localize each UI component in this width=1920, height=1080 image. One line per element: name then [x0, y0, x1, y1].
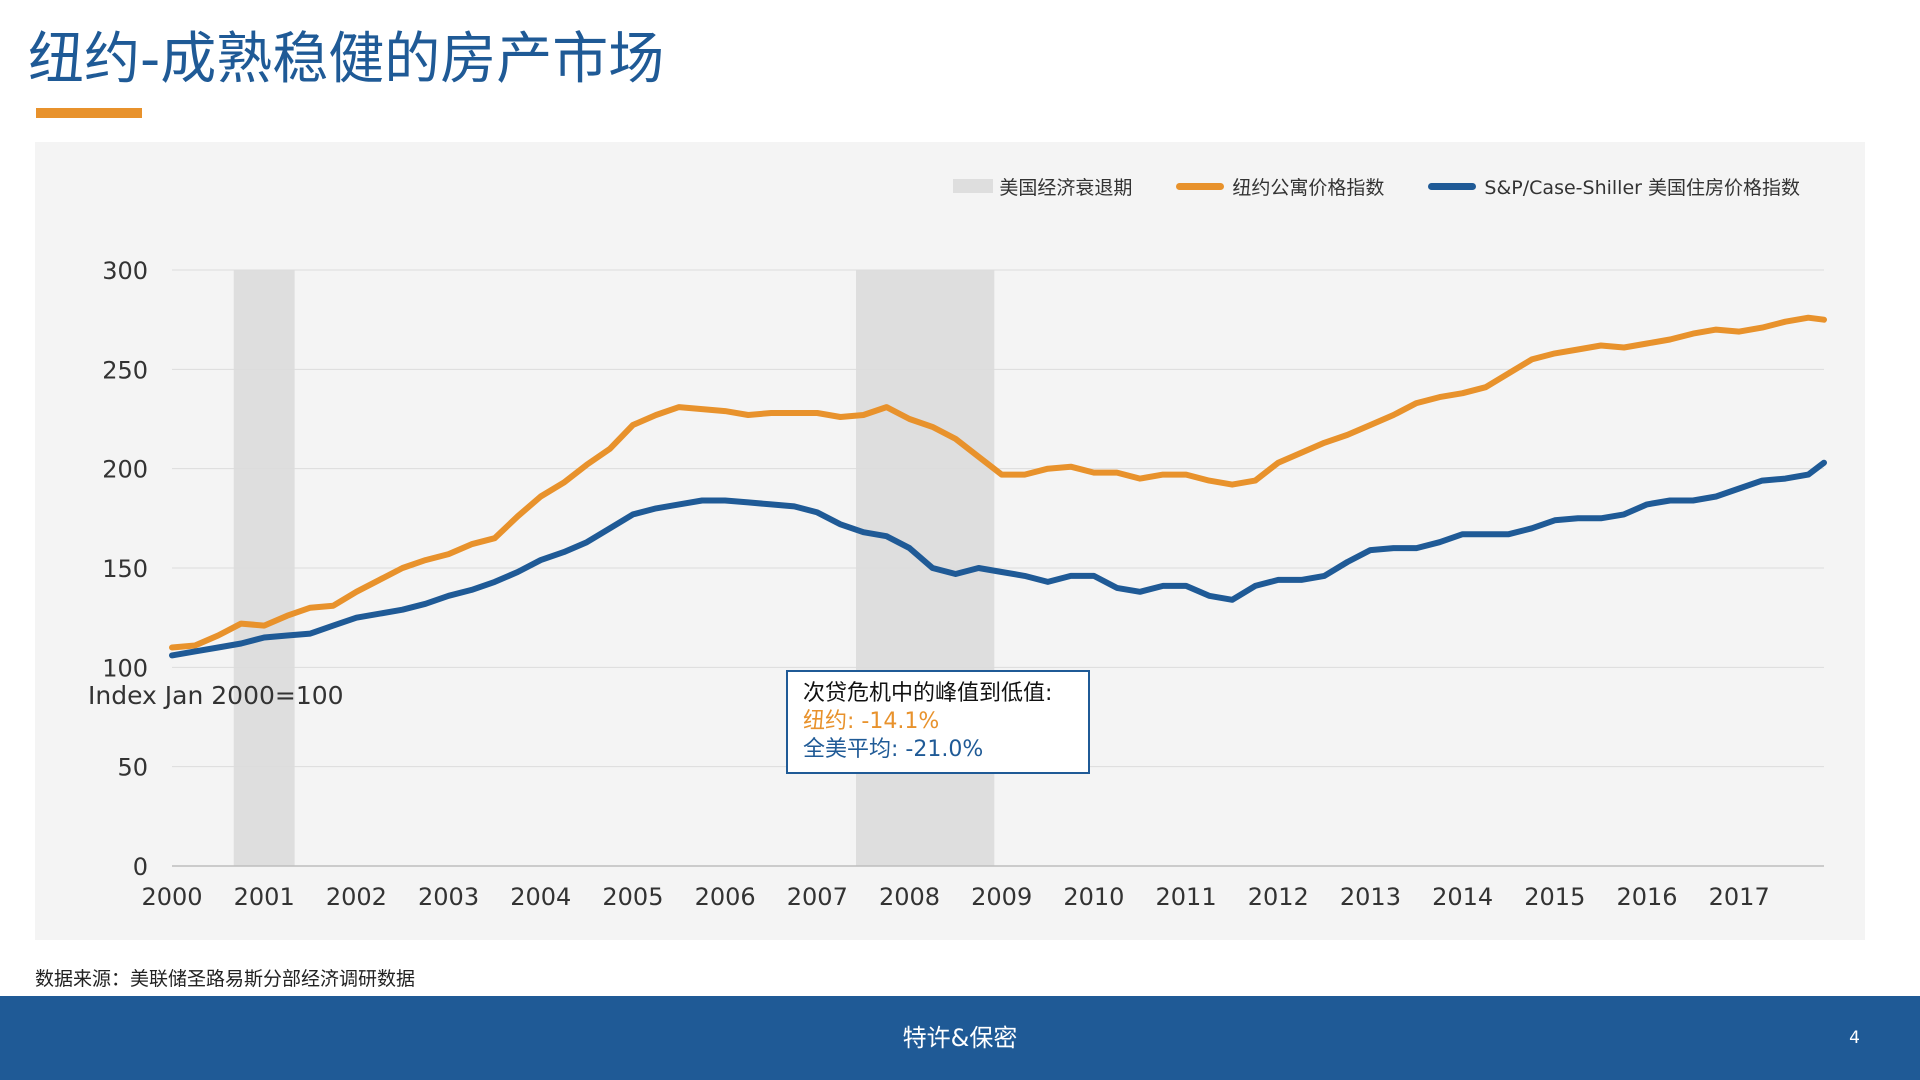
legend-item-recession: 美国经济衰退期: [953, 173, 1132, 200]
footer-confidential-label: 特许&保密: [902, 1024, 1018, 1052]
series-lines: [169, 314, 1827, 659]
y-tick-label-150: 150: [102, 555, 148, 583]
x-tick-label-2007: 2007: [787, 883, 848, 911]
x-tick-label-2000: 2000: [141, 883, 202, 911]
annotation-us-value: 全美平均: -21.0%: [803, 737, 984, 762]
chart-legend: 美国经济衰退期 纽约公寓价格指数 S&P/Case-Shiller 美国住房价格…: [909, 172, 1800, 200]
y-tick-label-200: 200: [102, 456, 148, 484]
legend-label-recession: 美国经济衰退期: [999, 176, 1133, 199]
y-tick-label-0: 0: [133, 853, 148, 881]
x-tick-label-2003: 2003: [418, 883, 479, 911]
series-line-us: [169, 459, 1827, 659]
page-title: 纽约-成熟稳健的房产市场: [28, 27, 665, 92]
x-tick-label-2013: 2013: [1340, 883, 1401, 911]
footer-bar: 特许&保密 4: [0, 996, 1920, 1080]
x-tick-label-2008: 2008: [879, 883, 940, 911]
x-tick-label-2015: 2015: [1524, 883, 1585, 911]
x-tick-label-2011: 2011: [1156, 883, 1217, 911]
y-tick-label-50: 50: [117, 754, 148, 782]
legend-swatch-ny: [1176, 182, 1225, 190]
x-tick-label-2010: 2010: [1063, 883, 1124, 911]
y-tick-label-300: 300: [102, 257, 148, 285]
x-tick-label-2014: 2014: [1432, 883, 1493, 911]
annotation-title: 次贷危机中的峰值到低值:: [803, 681, 1053, 706]
x-tick-label-2004: 2004: [510, 883, 571, 911]
page-number: 4: [1849, 1028, 1860, 1048]
x-tick-label-2002: 2002: [326, 883, 387, 911]
source-note: 数据来源：美联储圣路易斯分部经济调研数据: [35, 968, 416, 990]
legend-item-ny: 纽约公寓价格指数: [1176, 173, 1384, 200]
x-tick-label-2017: 2017: [1709, 883, 1770, 911]
x-tick-label-2005: 2005: [602, 883, 663, 911]
legend-label-ny: 纽约公寓价格指数: [1232, 176, 1385, 199]
annotation-box: 次贷危机中的峰值到低值: 纽约: -14.1% 全美平均: -21.0%: [786, 670, 1090, 774]
x-tick-label-2012: 2012: [1248, 883, 1309, 911]
legend-swatch-recession: [953, 179, 994, 193]
y-tick-label-100: 100: [102, 654, 148, 682]
title-underline: [36, 108, 142, 118]
series-line-ny: [169, 314, 1827, 651]
annotation-ny-value: 纽约: -14.1%: [803, 709, 940, 734]
x-tick-label-2016: 2016: [1616, 883, 1677, 911]
legend-swatch-us: [1428, 182, 1477, 190]
legend-item-us: S&P/Case-Shiller 美国住房价格指数: [1428, 173, 1800, 200]
x-tick-label-2006: 2006: [695, 883, 756, 911]
x-tick-label-2009: 2009: [971, 883, 1032, 911]
x-tick-labels: 2000 2001 2002 2003 2004 2005 2006 2007 2008 2009…: [141, 883, 1769, 911]
y-tick-labels: 0 50 100 150 200 250 300: [102, 257, 148, 881]
x-tick-label-2001: 2001: [234, 883, 295, 911]
index-base-note: Index Jan 2000=100: [88, 681, 344, 710]
legend-label-us: S&P/Case-Shiller 美国住房价格指数: [1484, 176, 1800, 199]
y-tick-label-250: 250: [102, 356, 148, 384]
